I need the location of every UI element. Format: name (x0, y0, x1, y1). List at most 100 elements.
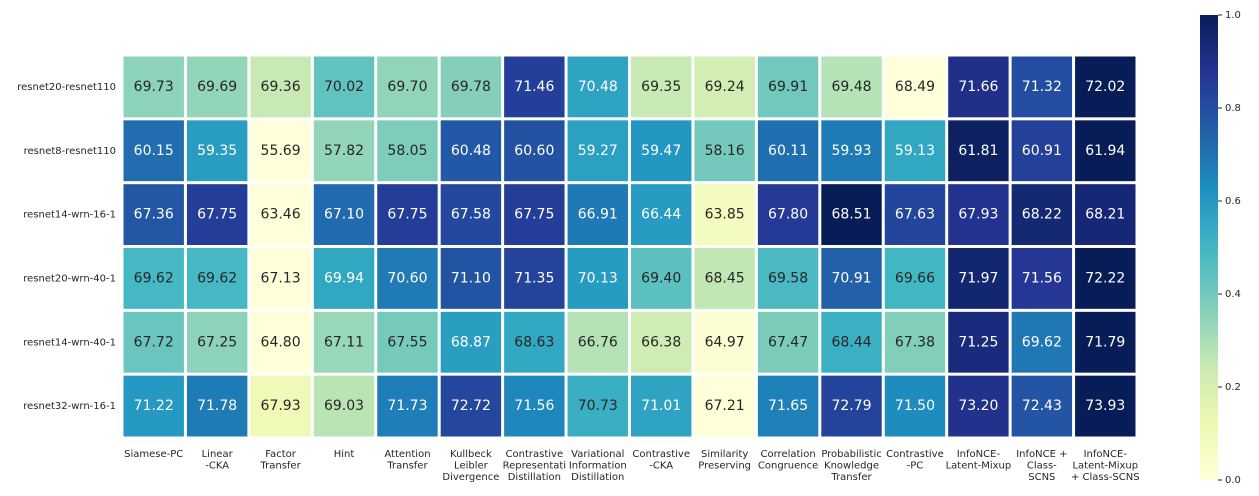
cell-value: 71.78 (197, 398, 237, 414)
cell-value: 68.44 (831, 334, 871, 350)
cell-value: 70.02 (324, 79, 364, 95)
row-label: resnet14-wrn-40-1 (23, 337, 116, 348)
cell-value: 67.36 (134, 207, 174, 223)
cell-value: 66.38 (641, 334, 681, 350)
cell (123, 311, 184, 373)
x-tick-label-line: Latent-Mixup (1072, 461, 1138, 472)
x-tick-label-line: Siamese-PC (124, 449, 183, 460)
x-tick-label: InfoNCE + Class-SCNS (1016, 449, 1067, 483)
cell-value: 59.27 (578, 143, 618, 159)
cell (948, 56, 1009, 118)
cell (123, 184, 184, 245)
cell-value: 71.65 (768, 398, 808, 414)
cell (948, 184, 1009, 245)
colorbar-tick-label: 0.4 (1225, 289, 1241, 300)
cell (821, 120, 882, 182)
cell (694, 184, 755, 245)
colorbar-tick-label: 0.6 (1225, 196, 1241, 207)
cell (694, 311, 755, 373)
cell-value: 71.79 (1085, 334, 1125, 350)
x-tick-label-line: Distillation (508, 472, 561, 483)
cell-value: 71.97 (958, 270, 998, 286)
x-tick-label: InfoNCE-Latent-Mixup (946, 449, 1012, 472)
x-tick-label-line: Transfer (259, 461, 301, 472)
cell-value: 66.91 (578, 207, 618, 223)
cell (884, 375, 946, 437)
cell-value: 59.13 (895, 143, 935, 159)
cell-value: 68.49 (895, 79, 935, 95)
cell-value: 69.78 (451, 79, 491, 95)
cell (821, 248, 882, 309)
cell-value: 67.25 (197, 334, 237, 350)
cell-value: 72.22 (1085, 270, 1125, 286)
x-tick-label: Contrastive Representati Distillation (503, 449, 567, 483)
colorbar-tick-label: 0.2 (1225, 382, 1241, 393)
cell-value: 60.48 (451, 143, 491, 159)
cell (1011, 56, 1073, 118)
cell-value: 57.82 (324, 143, 364, 159)
x-tick-label: Attention Transfer (384, 449, 430, 472)
x-tick-label: Contrastive -PC (886, 449, 944, 472)
x-tick-label-line: Transfer (830, 472, 872, 483)
row-label: resnet32-wrn-16-1 (23, 401, 116, 412)
cell-value: 72.43 (1022, 398, 1062, 414)
cell (504, 184, 565, 245)
cell (250, 311, 311, 373)
cell-value: 71.22 (134, 398, 174, 414)
cell-value: 67.47 (768, 334, 808, 350)
cell (1011, 184, 1073, 245)
x-tick-label-line: SCNS (1028, 472, 1055, 483)
cell (1075, 375, 1136, 437)
x-tick-label-line: InfoNCE- (957, 449, 1001, 460)
x-tick-label: Factor Transfer (259, 449, 301, 472)
cell-value: 67.10 (324, 207, 364, 223)
cell (757, 184, 819, 245)
cell (694, 375, 755, 437)
x-tick-label: Correlation Congruence (758, 449, 818, 472)
cell (631, 375, 692, 437)
cell (567, 375, 628, 437)
cell-value: 68.63 (514, 334, 554, 350)
cell-value: 63.46 (261, 207, 301, 223)
cell (1075, 248, 1136, 309)
cell-value: 69.58 (768, 270, 808, 286)
cell-value: 70.60 (387, 270, 427, 286)
x-tick-label-line: Correlation (761, 449, 816, 460)
cell-value: 67.72 (134, 334, 174, 350)
x-tick-label-line: Kullbeck (450, 449, 492, 460)
cell (440, 311, 502, 373)
x-tick-label: Variational Information Distillation (569, 449, 627, 483)
cell-value: 72.72 (451, 398, 491, 414)
cell (504, 248, 565, 309)
cell-value: 60.91 (1022, 143, 1062, 159)
cell-value: 71.56 (1022, 270, 1062, 286)
cell-value: 71.10 (451, 270, 491, 286)
cell (757, 375, 819, 437)
cell (631, 56, 692, 118)
row-label: resnet20-wrn-40-1 (23, 273, 116, 284)
cell (1075, 184, 1136, 245)
cell-value: 60.15 (134, 143, 174, 159)
cell-value: 69.62 (1022, 334, 1062, 350)
cell (440, 184, 502, 245)
cell-value: 71.56 (514, 398, 554, 414)
cell-value: 66.76 (578, 334, 618, 350)
x-tick-label-line: Knowledge (824, 461, 879, 472)
cell-value: 71.50 (895, 398, 935, 414)
cell (186, 375, 248, 437)
cell (1011, 375, 1073, 437)
cell-value: 71.35 (514, 270, 554, 286)
cell (313, 311, 375, 373)
cell (313, 375, 375, 437)
cell (567, 120, 628, 182)
cell-value: 55.69 (261, 143, 301, 159)
cell-value: 66.44 (641, 207, 681, 223)
cell (694, 56, 755, 118)
cell (440, 56, 502, 118)
cell (948, 375, 1009, 437)
cell (250, 375, 311, 437)
cell-value: 60.11 (768, 143, 808, 159)
colorbar-tick-label: 1.0 (1225, 10, 1241, 21)
x-tick-label-line: -PC (907, 461, 924, 472)
x-tick-label-line: Information (569, 461, 627, 472)
